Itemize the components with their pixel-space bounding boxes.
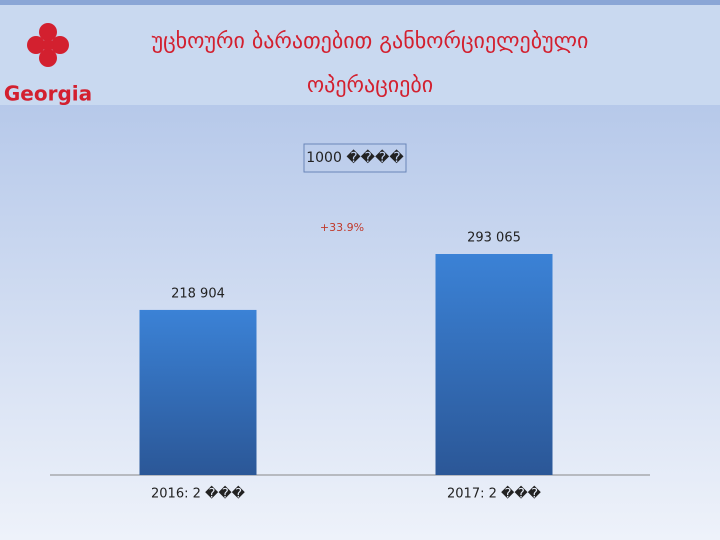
x-tick-label: 2016: 2 ��� [151,485,246,502]
value-label: 293 065 [467,231,521,246]
header-top-line [0,0,720,5]
value-label: 218 904 [171,286,225,301]
bar [435,254,553,475]
logo-mark [27,23,69,67]
title-box: უცხოური ბარათებით განხორციელებული ოპერაც… [151,29,589,98]
logo-text: Georgia [4,82,92,106]
header-band [0,0,720,105]
subtitle-box [303,143,407,173]
x-tick-label: 2017: 2 ��� [447,485,542,502]
bar [139,309,257,475]
chart-title: უცხოური ბარათებით განხორციელებული ოპერაც… [151,29,589,98]
subtitle: 1000 ���� [306,149,404,166]
annotation: +33.9% [320,221,364,234]
